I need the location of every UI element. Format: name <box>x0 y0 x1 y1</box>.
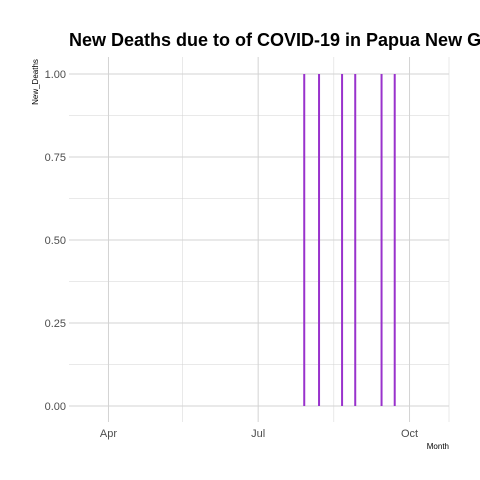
tick-labels: 0.00 0.25 0.50 0.75 1.00 Apr Jul Oct <box>45 69 419 440</box>
y-tick-label: 0.50 <box>45 235 66 247</box>
y-axis-label: New_Deaths <box>31 59 40 105</box>
x-axis-label: Month <box>427 442 449 451</box>
y-tick-label: 0.25 <box>45 318 66 330</box>
chart-title: New Deaths due to of COVID-19 in Papua N… <box>69 30 480 50</box>
grid <box>69 57 450 422</box>
bars <box>303 74 396 406</box>
y-tick-label: 1.00 <box>45 69 66 81</box>
y-tick-label: 0.75 <box>45 152 66 164</box>
x-tick-label: Jul <box>251 428 265 440</box>
x-tick-label: Apr <box>100 428 117 440</box>
y-tick-label: 0.00 <box>45 401 66 413</box>
x-tick-label: Oct <box>401 428 418 440</box>
